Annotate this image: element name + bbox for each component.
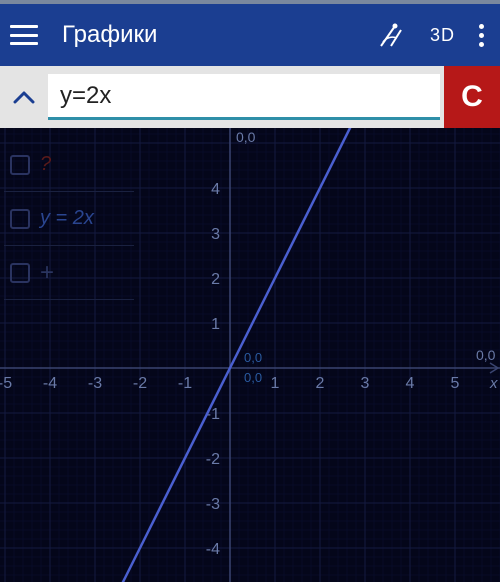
construction-tool-icon[interactable] [376, 19, 408, 51]
svg-text:-4: -4 [206, 541, 220, 558]
svg-text:-2: -2 [133, 375, 147, 392]
expand-panel-button[interactable] [0, 66, 48, 128]
expression-list-item[interactable]: + [4, 246, 134, 300]
clear-button[interactable]: C [444, 66, 500, 128]
svg-text:-5: -5 [0, 375, 12, 392]
expression-text: y=2x [60, 82, 111, 110]
svg-text:-1: -1 [178, 375, 192, 392]
svg-text:0,0: 0,0 [476, 347, 496, 363]
visibility-checkbox[interactable] [10, 209, 30, 229]
svg-text:0,0: 0,0 [244, 350, 262, 365]
svg-text:1: 1 [271, 375, 280, 392]
mode-3d-button[interactable]: 3D [430, 25, 455, 46]
expression-input[interactable]: y=2x [48, 74, 440, 120]
expression-list-panel: ? y = 2x + [4, 138, 134, 300]
svg-text:3: 3 [211, 226, 220, 243]
app-topbar: Графики 3D [0, 0, 500, 66]
graph-canvas[interactable]: -5-4-3-2-112345-4-3-2-112340,00,00,00,0x… [0, 128, 500, 582]
svg-text:2: 2 [211, 271, 220, 288]
svg-text:-3: -3 [88, 375, 102, 392]
expression-list-item[interactable]: ? [4, 138, 134, 192]
expression-list-item[interactable]: y = 2x [4, 192, 134, 246]
svg-text:5: 5 [451, 375, 460, 392]
more-options-icon[interactable] [479, 24, 484, 47]
svg-text:3: 3 [361, 375, 370, 392]
app-title: Графики [62, 21, 368, 49]
svg-text:-4: -4 [43, 375, 57, 392]
visibility-checkbox[interactable] [10, 263, 30, 283]
svg-text:-3: -3 [206, 496, 220, 513]
expression-label: ? [40, 153, 51, 176]
svg-text:2: 2 [316, 375, 325, 392]
svg-text:x: x [489, 375, 498, 392]
expression-input-row: y=2x C [0, 66, 500, 128]
svg-text:4: 4 [211, 181, 220, 198]
add-expression-icon: + [40, 259, 54, 287]
menu-icon[interactable] [10, 25, 38, 45]
svg-text:-2: -2 [206, 451, 220, 468]
visibility-checkbox[interactable] [10, 155, 30, 175]
svg-text:0,0: 0,0 [244, 370, 262, 385]
svg-text:1: 1 [211, 316, 220, 333]
expression-label: y = 2x [40, 207, 94, 230]
svg-text:4: 4 [406, 375, 415, 392]
svg-text:0,0: 0,0 [236, 129, 256, 145]
